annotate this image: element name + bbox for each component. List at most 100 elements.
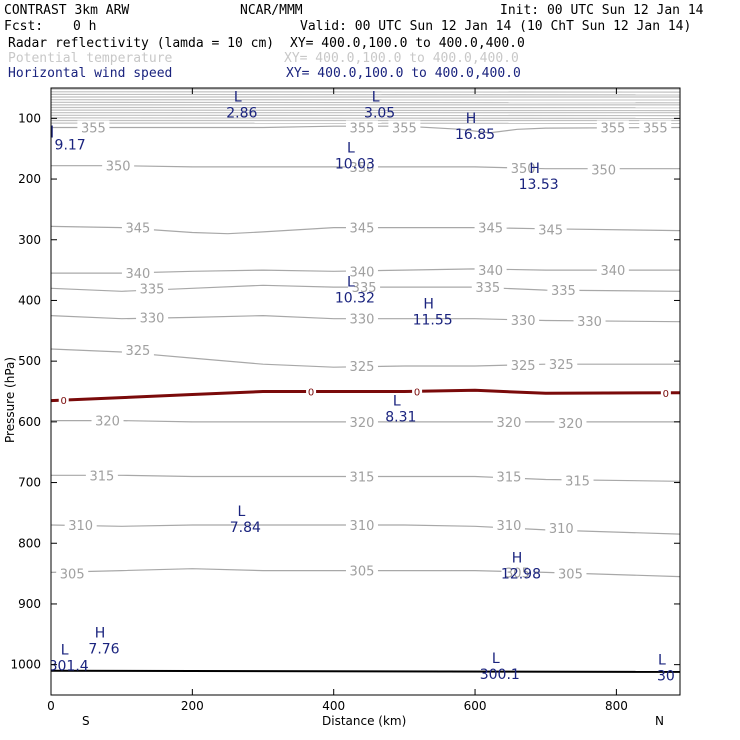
forecast-label: Fcst: — [4, 19, 43, 34]
extremum-marker: L — [393, 393, 401, 409]
valid-time: Valid: 00 UTC Sun 12 Jan 14 (10 ChT Sun … — [300, 19, 691, 34]
isentrope-label: 340 — [126, 267, 151, 282]
isentrope-label: 320 — [350, 416, 375, 431]
extremum-value: 12.98 — [501, 567, 541, 583]
isentrope-label-bg — [474, 263, 507, 278]
isentrope-label-bg — [596, 263, 629, 278]
extremum-marker: L — [61, 642, 69, 658]
isentrope-label: 345 — [478, 222, 503, 237]
extremum-value: 2.86 — [226, 105, 257, 121]
field-theta-xy: XY= 400.0,100.0 to 400.0,400.0 — [284, 51, 519, 66]
isentrope-label-bg — [345, 264, 378, 279]
isentrope-label: 345 — [126, 222, 151, 237]
extremum-marker: H — [423, 296, 434, 312]
isentrope-label: 335 — [551, 284, 576, 299]
y-tick-label: 800 — [18, 536, 41, 550]
isentrope-line — [51, 225, 680, 235]
isentrope-label-bg — [136, 310, 169, 325]
org-title: NCAR/MMM — [240, 3, 303, 18]
x-tick-label: 800 — [605, 699, 628, 713]
isentrope-label: 315 — [497, 470, 522, 485]
isentrope-label: 325 — [549, 358, 574, 373]
isentrope-label: 355 — [81, 121, 106, 136]
y-tick-label: 600 — [18, 415, 41, 429]
isentrope-label-bg — [56, 566, 89, 581]
extremum-marker: L — [237, 504, 245, 520]
extremum-marker: L — [658, 653, 666, 669]
isentrope-label-bg — [587, 162, 620, 177]
isentrope-label-bg — [345, 414, 378, 429]
side-label-south: S — [82, 714, 90, 728]
extremum-marker: L — [234, 89, 242, 105]
isentrope-line — [51, 125, 680, 134]
x-axis-label: Distance (km) — [322, 714, 406, 728]
y-tick-label: 300 — [18, 233, 41, 247]
plot-area: 355 355 355 355 355 350 350 350 350 345 345 345 345 3… — [51, 88, 680, 685]
isentrope-label: 340 — [350, 265, 375, 280]
isentrope-label: 330 — [577, 315, 602, 330]
isentrope-label-bg — [77, 120, 110, 135]
isentrope-label-bg — [64, 518, 97, 533]
field-wind-name: Horizontal wind speed — [8, 66, 172, 81]
field-theta-name: Potential temperature — [8, 51, 173, 66]
isentrope-label-bg — [345, 359, 378, 374]
isentrope-label: 335 — [140, 282, 165, 297]
isentrope-label: 335 — [352, 281, 377, 296]
isentrope-label-bg — [345, 311, 378, 326]
isentrope-label-bg — [345, 120, 378, 135]
isentrope-label: 325 — [511, 359, 536, 374]
isentrope-label: 305 — [60, 568, 85, 583]
y-tick-label: 400 — [18, 293, 41, 307]
isentrope-label-bg — [348, 280, 381, 295]
isentrope-label: 330 — [350, 313, 375, 328]
extremum-value: 30 — [657, 669, 675, 685]
extremum-value: 11.55 — [413, 312, 453, 328]
extremum-value: 7.76 — [88, 641, 119, 657]
isentrope-label: 350 — [511, 162, 536, 177]
zero-contour-label: 0 — [308, 388, 314, 399]
isentrope-label: 325 — [126, 344, 151, 359]
isentrope-label: 320 — [497, 416, 522, 431]
isentrope-label-bg — [345, 563, 378, 578]
isentrope-label-bg — [596, 120, 629, 135]
isentrope-label-bg — [507, 357, 540, 372]
isentrope-label-bg — [492, 414, 525, 429]
isentrope-label-bg — [85, 468, 118, 483]
isentrope-label-bg — [492, 518, 525, 533]
field-reflectivity-xy: XY= 400.0,100.0 to 400.0,400.0 — [290, 36, 525, 51]
isentrope-label: 305 — [350, 565, 375, 580]
extremum-value: 13.53 — [519, 177, 559, 193]
zero-label-bg — [412, 386, 423, 397]
extremum-value: 8.31 — [385, 409, 416, 425]
forecast-hours: 0 h — [73, 19, 96, 34]
isentrope-label-bg — [501, 565, 534, 580]
isentrope-label: 310 — [497, 519, 522, 534]
isentrope-label: 350 — [591, 163, 616, 178]
isentrope-label: 350 — [350, 161, 375, 176]
upper-isentrope-line — [51, 117, 680, 119]
extremum-value: 3.05 — [364, 105, 395, 121]
isentrope-label: 315 — [565, 475, 590, 490]
isentrope-label-bg — [471, 280, 504, 295]
isentrope-label-bg — [345, 518, 378, 533]
y-tick-label: 200 — [18, 172, 41, 186]
isentrope-label: 330 — [511, 314, 536, 329]
isentrope-label-bg — [345, 220, 378, 235]
isentrope-label: 305 — [558, 568, 583, 583]
isentrope-label-bg — [492, 469, 525, 484]
isentrope-label: 335 — [475, 281, 500, 296]
isentrope-label: 320 — [95, 415, 120, 430]
isentrope-label-bg — [545, 357, 578, 372]
isentrope-label-bg — [534, 222, 567, 237]
field-reflectivity-name: Radar reflectivity (lamda = 10 cm) — [8, 36, 274, 51]
isentrope-label: 340 — [600, 264, 625, 279]
isentrope-label-bg — [121, 266, 154, 281]
zero-contour-label: 0 — [61, 396, 67, 407]
isentrope-label-bg — [136, 281, 169, 296]
x-tick-label: 200 — [181, 699, 204, 713]
isentrope-label: 340 — [478, 264, 503, 279]
isentrope-label: 350 — [106, 160, 131, 175]
zero-contour-label: 0 — [414, 387, 420, 398]
x-tick-label: 600 — [464, 699, 487, 713]
